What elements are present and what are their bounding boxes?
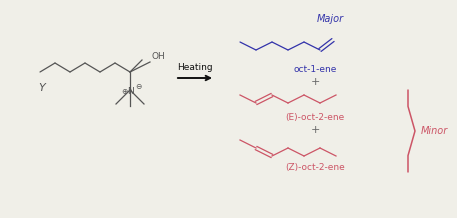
Text: +: + xyxy=(310,77,320,87)
Text: N: N xyxy=(127,87,133,95)
Text: (Z)-oct-2-ene: (Z)-oct-2-ene xyxy=(285,163,345,172)
Text: Minor: Minor xyxy=(421,126,448,136)
Text: (E)-oct-2-ene: (E)-oct-2-ene xyxy=(285,113,345,122)
Text: oct-1-ene: oct-1-ene xyxy=(293,65,337,74)
Text: ⊕: ⊕ xyxy=(121,87,127,95)
Text: Major: Major xyxy=(316,14,344,24)
Text: Heating: Heating xyxy=(177,63,213,72)
Text: Y: Y xyxy=(39,83,45,93)
Text: +: + xyxy=(310,125,320,135)
Text: OH: OH xyxy=(151,52,165,61)
Text: ⊖: ⊖ xyxy=(135,82,141,90)
